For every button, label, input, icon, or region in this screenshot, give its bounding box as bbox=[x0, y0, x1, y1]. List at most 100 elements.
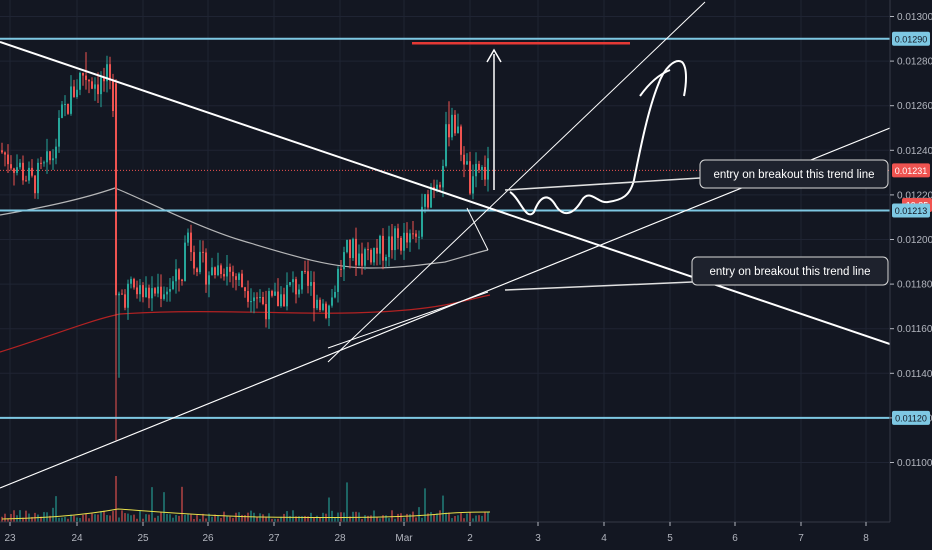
candle-body bbox=[298, 289, 300, 295]
price-axis[interactable]: 0.01300 0.01280 0.01260 0.01240 0.01220 0.012… bbox=[889, 0, 932, 550]
candle-body bbox=[37, 162, 39, 194]
volume-bar bbox=[349, 516, 351, 522]
volume-bar bbox=[277, 518, 279, 522]
volume-bar bbox=[172, 517, 174, 522]
moving-average-white bbox=[0, 187, 489, 269]
volume-bar bbox=[484, 511, 486, 522]
volume-bar bbox=[178, 515, 180, 522]
candle-body bbox=[91, 81, 93, 89]
candle-body bbox=[274, 291, 276, 296]
candle-body bbox=[361, 253, 363, 266]
volume-bar bbox=[88, 518, 90, 522]
volume-bar bbox=[55, 496, 57, 522]
candle-body bbox=[217, 265, 219, 276]
candle-body bbox=[283, 294, 285, 307]
descending-trendline bbox=[0, 41, 891, 345]
volume-bar bbox=[85, 513, 87, 522]
volume-bar bbox=[448, 512, 450, 522]
volume-bar bbox=[145, 514, 147, 522]
candle-body bbox=[97, 84, 99, 95]
callout-text: entry on breakout this trend line bbox=[709, 266, 870, 278]
price-axis-background bbox=[890, 0, 932, 550]
volume-bar bbox=[226, 515, 228, 522]
volume-bar bbox=[202, 513, 204, 522]
candle-body bbox=[34, 175, 36, 194]
volume-bar bbox=[319, 517, 321, 522]
volume-bar bbox=[181, 486, 183, 522]
candle-body bbox=[10, 164, 12, 169]
candle-body bbox=[331, 297, 333, 306]
volume-bar bbox=[400, 513, 402, 522]
x-tick-label: 6 bbox=[732, 533, 738, 544]
candle-body bbox=[382, 235, 384, 261]
candle-body bbox=[247, 291, 249, 302]
candle-body bbox=[304, 270, 306, 272]
candle-body bbox=[85, 75, 87, 80]
volume-bar bbox=[190, 514, 192, 522]
target-arrow-head bbox=[486, 48, 502, 63]
volume-bar bbox=[241, 514, 243, 522]
candle-body bbox=[145, 287, 147, 298]
candle-body bbox=[436, 184, 438, 190]
candle-body bbox=[403, 232, 405, 251]
candle-body bbox=[196, 268, 198, 273]
volume-bar bbox=[235, 512, 237, 522]
x-tick-label: 28 bbox=[334, 533, 346, 544]
y-tick-label: 0.01100 bbox=[897, 458, 932, 469]
volume-bar bbox=[478, 515, 480, 522]
projected-path-hook bbox=[639, 69, 671, 97]
candle-body bbox=[391, 236, 393, 251]
x-tick-label: 7 bbox=[798, 533, 804, 544]
candle-body bbox=[478, 163, 480, 170]
candle-body bbox=[178, 269, 180, 280]
candle-body bbox=[151, 288, 153, 299]
candle-body bbox=[397, 228, 399, 238]
candle-body bbox=[64, 103, 66, 105]
candle-body bbox=[445, 124, 447, 166]
candle-body bbox=[415, 233, 417, 237]
candle-body bbox=[232, 271, 234, 277]
volume-bar bbox=[7, 518, 9, 522]
volume-bar bbox=[430, 512, 432, 522]
volume-bar bbox=[238, 512, 240, 522]
candle-body bbox=[301, 270, 303, 290]
volume-bar bbox=[256, 517, 258, 522]
candle-body bbox=[211, 267, 213, 276]
candle-body bbox=[31, 167, 33, 176]
x-tick-label: 2 bbox=[467, 533, 473, 544]
candle-body bbox=[7, 154, 9, 165]
candle-body bbox=[313, 282, 315, 309]
volume-bar bbox=[244, 515, 246, 522]
volume-bar bbox=[283, 513, 285, 522]
candle-body bbox=[271, 291, 273, 296]
candle-body bbox=[439, 184, 441, 188]
volume-bar bbox=[130, 515, 132, 522]
x-tick-label: 3 bbox=[535, 533, 541, 544]
volume-bar bbox=[388, 518, 390, 522]
volume-bar bbox=[214, 514, 216, 522]
candle-body bbox=[316, 299, 318, 309]
candle-body bbox=[139, 285, 141, 295]
price-tag bbox=[892, 410, 930, 425]
time-axis-background bbox=[0, 522, 890, 550]
candle-body bbox=[250, 301, 252, 303]
candle-body bbox=[364, 249, 366, 266]
x-tick-label: Mar bbox=[395, 533, 413, 544]
time-axis[interactable]: 23 24 25 26 27 28 Mar 2 3 4 5 6 7 8 bbox=[0, 521, 890, 550]
candle-body bbox=[388, 236, 390, 258]
candle-body bbox=[325, 303, 327, 319]
y-tick-label: 0.01160 bbox=[897, 324, 932, 335]
candle-body bbox=[184, 242, 186, 281]
volume-bar bbox=[415, 517, 417, 522]
candle-body bbox=[187, 232, 189, 243]
candle-body bbox=[376, 247, 378, 254]
candle-body bbox=[334, 291, 336, 298]
volume-bar bbox=[133, 514, 135, 522]
candle-body bbox=[418, 236, 420, 238]
candle-body bbox=[4, 152, 6, 155]
candle-body bbox=[244, 287, 246, 292]
volume-bar bbox=[280, 516, 282, 522]
volume-bar bbox=[268, 513, 270, 522]
x-tick-label: 27 bbox=[268, 533, 280, 544]
